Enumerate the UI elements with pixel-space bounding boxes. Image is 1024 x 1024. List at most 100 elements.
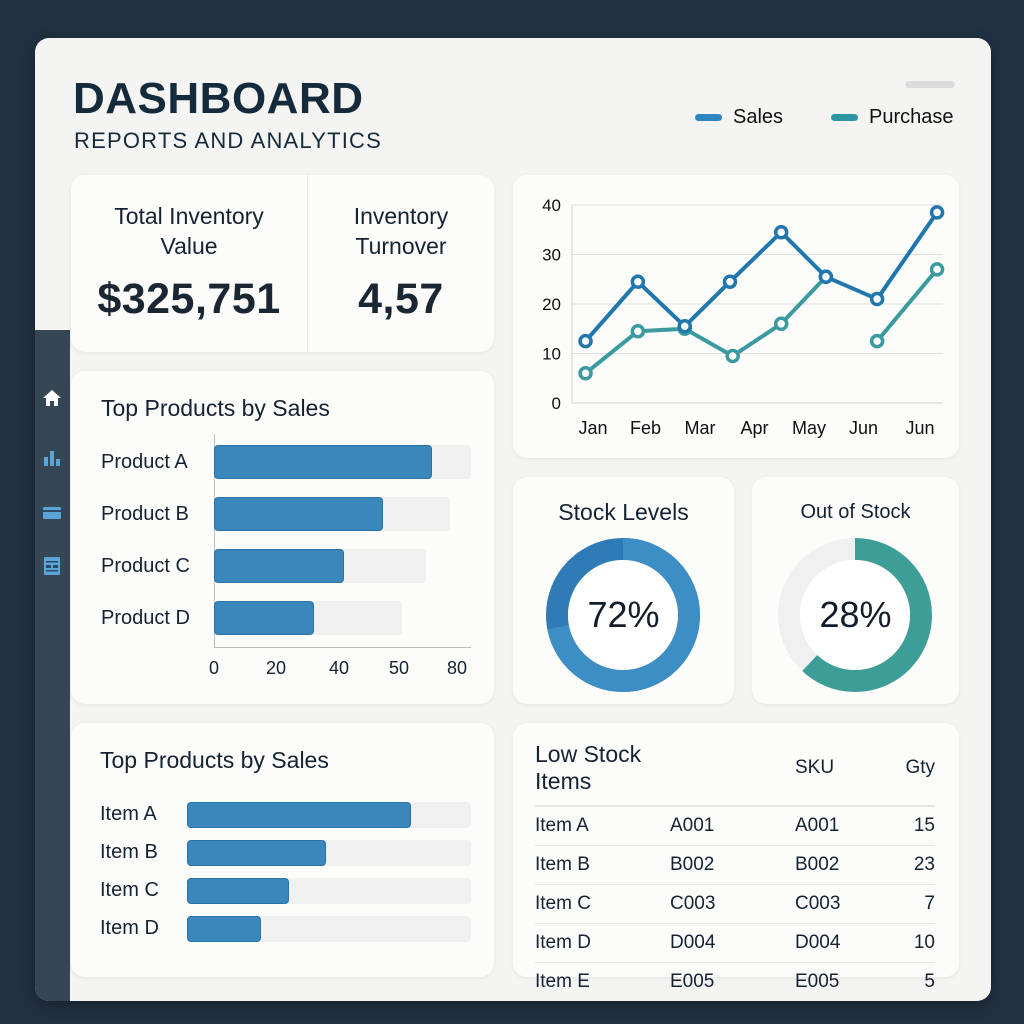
out-of-stock-card: Out of Stock 28% [752,477,959,704]
sales-point[interactable] [929,205,945,220]
cell-code: A001 [670,806,795,846]
divider [307,175,308,352]
line-chart-card: 0 10 20 30 40 Jan Feb Mar Apr May Jun Jun [513,175,959,458]
purchase-point[interactable] [869,333,885,349]
table-row[interactable]: Item D D004 D004 10 [535,923,935,963]
table-row[interactable]: Item B B002 B002 23 [535,845,935,885]
x-tick-label: Jan [578,418,607,438]
bar[interactable] [214,445,432,479]
x-tick-label: Feb [630,418,661,438]
bar[interactable] [187,802,412,828]
table-row[interactable]: Item E E005 E005 5 [535,962,935,1001]
purchase-swatch-icon [831,114,858,121]
cell-sku: A001 [795,806,885,846]
bar[interactable] [214,549,345,583]
sales-point[interactable] [677,319,692,334]
sales-point[interactable] [722,274,738,289]
purchase-line [583,274,828,376]
bar[interactable] [187,878,290,904]
card-title: Top Products by Sales [101,395,330,421]
y-axis-line [214,434,215,647]
kpi-value: 4,57 [358,275,444,323]
purchase-point[interactable] [929,262,945,277]
bar[interactable] [214,601,314,635]
bar[interactable] [187,916,261,942]
card-title: Top Products by Sales [100,747,329,773]
bar-chart-icon[interactable] [42,448,62,468]
low-stock-table: Low Stock Items SKU Gty Item A A001 A001 15… [535,741,935,1001]
cell-item: Item A [535,806,670,846]
kpi-label: Inventory [353,203,449,229]
x-tick-label: 50 [388,658,410,678]
sales-point[interactable] [578,333,593,349]
bar-label: Product C [101,555,190,577]
out-of-stock-arc[interactable] [778,538,932,692]
bar-label: Product A [101,451,188,473]
kpi-inventory-turnover: Inventory Turnover 4,57 [308,175,494,352]
purchase-point[interactable] [630,323,646,339]
x-tick-label: 20 [265,658,287,678]
bar-label: Item C [100,879,159,901]
dashboard-window: DASHBOARD REPORTS AND ANALYTICS Sales Pu… [35,38,991,1001]
bar[interactable] [187,840,327,866]
kpi-total-inventory-value: Total Inventory Value $325,751 [71,175,307,352]
cell-code: B002 [670,845,795,885]
bar-track [187,802,471,828]
sidebar [35,330,70,1001]
table-row[interactable]: Item A A001 A001 15 [535,806,935,846]
bar-label: Item B [100,841,158,863]
card-icon[interactable] [42,503,62,523]
x-tick-label: 80 [446,658,468,678]
sales-line [583,210,940,344]
column-header-qty[interactable]: Gty [885,741,935,807]
table-icon[interactable] [42,556,62,576]
x-tick-label: Apr [740,418,768,438]
sales-point[interactable] [818,269,834,285]
column-header-sku[interactable]: SKU [795,741,885,807]
cell-qty: 15 [885,806,935,846]
purchase-point[interactable] [773,316,789,332]
cell-qty: 10 [885,923,935,963]
legend-item-sales[interactable]: Sales [695,106,783,129]
table-header-row: Low Stock Items SKU Gty [535,741,935,807]
y-tick-label: 20 [542,295,561,314]
sales-point[interactable] [630,274,646,289]
bar-track [214,497,450,531]
cell-code: D004 [670,923,795,963]
x-axis-line [214,647,471,648]
card-title: Out of Stock [800,501,911,523]
bar-track [187,840,471,866]
page-subtitle: REPORTS AND ANALYTICS [74,128,383,153]
bar[interactable] [214,497,384,531]
window-handle[interactable] [905,81,955,88]
page-title: DASHBOARD [73,74,364,123]
kpi-value: $325,751 [97,275,281,323]
cell-qty: 5 [924,970,935,992]
y-tick-label: 10 [542,345,561,364]
home-icon[interactable] [42,388,62,408]
bar-label: Product D [101,607,190,629]
cell-sku: C003 [795,884,885,924]
kpi-card: Total Inventory Value $325,751 Inventory… [71,175,494,352]
cell-qty: 7 [885,884,935,924]
y-tick-label: 40 [542,196,561,215]
card-title: Low Stock Items [535,741,670,807]
bar-label: Item A [100,803,157,825]
cell-sku: D004 [795,923,885,963]
card-title: Stock Levels [558,499,689,525]
sales-point[interactable] [869,291,885,307]
stock-levels-arc[interactable] [546,538,700,692]
table-row[interactable]: Item C C003 C003 7 [535,884,935,924]
sales-swatch-icon [695,114,722,121]
legend-label-purchase: Purchase [869,106,954,128]
purchase-point[interactable] [725,348,740,364]
low-stock-card: Low Stock Items SKU Gty Item A A001 A001 15… [513,723,959,992]
bar-track [187,916,471,942]
legend-item-purchase[interactable]: Purchase [831,106,954,129]
cell-qty: 23 [885,845,935,885]
purchase-point[interactable] [578,366,593,381]
cell-item: Item D [535,923,670,963]
top-items-card: Top Products by Sales Item A Item B Item C… [71,723,494,977]
sales-point[interactable] [773,224,789,240]
out-of-stock-donut [778,538,932,692]
